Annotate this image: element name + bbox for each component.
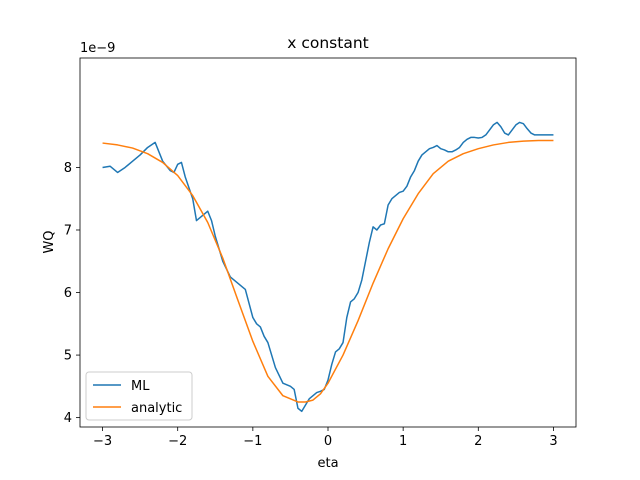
x-tick-label: −2	[168, 434, 187, 449]
y-ticks: 4 5 6 7 8	[64, 161, 80, 426]
chart-title: x constant	[287, 34, 368, 52]
y-tick-label: 5	[64, 349, 72, 364]
legend-label-analytic: analytic	[131, 401, 182, 416]
series-layer	[102, 121, 554, 413]
legend: ML analytic	[85, 371, 193, 421]
x-tick-label: 1	[399, 434, 407, 449]
series-line-ml	[102, 121, 554, 413]
series-line-analytic	[102, 139, 554, 403]
x-axis-label: eta	[317, 456, 338, 471]
x-tick-label: 3	[549, 434, 557, 449]
legend-box	[85, 371, 193, 421]
y-tick-label: 7	[64, 223, 72, 238]
y-tick-label: 6	[64, 286, 72, 301]
y-axis-label: WQ	[42, 230, 57, 253]
legend-label-ml: ML	[131, 379, 150, 394]
y-offset-label: 1e−9	[80, 41, 115, 56]
plot-area	[80, 58, 576, 427]
x-tick-label: 0	[324, 434, 332, 449]
x-tick-label: −3	[93, 434, 112, 449]
x-ticks: −3 −2 −1 0 1 2 3	[93, 427, 558, 449]
x-tick-label: 2	[474, 434, 482, 449]
x-tick-label: −1	[243, 434, 262, 449]
y-tick-label: 4	[64, 411, 72, 426]
y-tick-label: 8	[64, 161, 72, 176]
